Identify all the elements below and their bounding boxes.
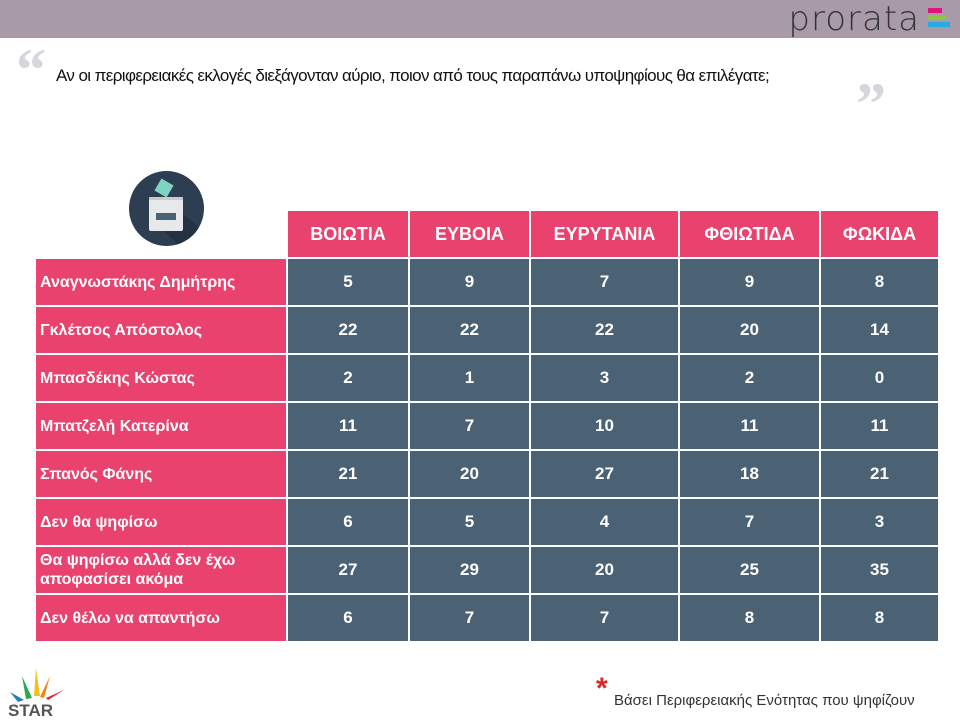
column-header: ΕΥΒΟΙΑ <box>410 211 529 257</box>
table-cell: 2 <box>288 355 408 401</box>
table-cell: 0 <box>821 355 938 401</box>
table-cell: 8 <box>821 595 938 641</box>
row-label: Γκλέτσος Απόστολος <box>36 307 286 353</box>
column-header: ΕΥΡΥΤΑΝΙΑ <box>531 211 678 257</box>
row-label: Αναγνωστάκης Δημήτρης <box>36 259 286 305</box>
table-cell: 7 <box>410 595 529 641</box>
table-cell: 3 <box>821 499 938 545</box>
table-cell: 27 <box>531 451 678 497</box>
table-row: Δεν θα ψηφίσω 6 5 4 7 3 <box>36 499 938 545</box>
table-cell: 25 <box>680 547 819 593</box>
svg-text:STAR: STAR <box>8 701 53 720</box>
column-header: ΦΘΙΩΤΙΔΑ <box>680 211 819 257</box>
table-cell: 7 <box>410 403 529 449</box>
table-cell: 6 <box>288 499 408 545</box>
table-row: Θα ψηφίσω αλλά δεν έχω αποφασίσει ακόμα 2… <box>36 547 938 593</box>
table-cell: 2 <box>680 355 819 401</box>
table-cell: 7 <box>531 595 678 641</box>
table-cell: 20 <box>410 451 529 497</box>
star-logo: STAR <box>4 666 70 722</box>
table-row: Αναγνωστάκης Δημήτρης 5 9 7 9 8 <box>36 259 938 305</box>
table-cell: 6 <box>288 595 408 641</box>
close-quote-icon: ” <box>856 71 886 137</box>
row-label: Θα ψηφίσω αλλά δεν έχω αποφασίσει ακόμα <box>36 547 286 593</box>
footnote: Βάσει Περιφερειακής Ενότητας που ψηφίζου… <box>614 692 915 709</box>
table-cell: 9 <box>410 259 529 305</box>
table-row: Μπατζελή Κατερίνα 11 7 10 11 11 <box>36 403 938 449</box>
table-cell: 1 <box>410 355 529 401</box>
table-cell: 20 <box>531 547 678 593</box>
row-label: Δεν θα ψηφίσω <box>36 499 286 545</box>
table-cell: 21 <box>821 451 938 497</box>
table-cell: 3 <box>531 355 678 401</box>
column-header: ΦΩΚΙΔΑ <box>821 211 938 257</box>
table-row: Σπανός Φάνης 21 20 27 18 21 <box>36 451 938 497</box>
prorata-bars-icon <box>928 8 950 29</box>
table-cell: 14 <box>821 307 938 353</box>
row-label: Μπατζελή Κατερίνα <box>36 403 286 449</box>
table-cell: 5 <box>288 259 408 305</box>
row-label: Δεν θέλω να απαντήσω <box>36 595 286 641</box>
table-cell: 20 <box>680 307 819 353</box>
table-cell: 11 <box>288 403 408 449</box>
open-quote-icon: “ <box>16 37 46 103</box>
table-cell: 4 <box>531 499 678 545</box>
table-row: Δεν θέλω να απαντήσω 6 7 7 8 8 <box>36 595 938 641</box>
table-cell: 9 <box>680 259 819 305</box>
table-cell: 35 <box>821 547 938 593</box>
question-text: Αν οι περιφερειακές εκλογές διεξάγονταν … <box>56 66 770 85</box>
row-label: Σπανός Φάνης <box>36 451 286 497</box>
table-cell: 7 <box>680 499 819 545</box>
table-cell: 7 <box>531 259 678 305</box>
top-bar: prorata <box>0 0 960 38</box>
table-row: Μπασδέκης Κώστας 2 1 3 2 0 <box>36 355 938 401</box>
table-cell: 11 <box>821 403 938 449</box>
table-cell: 27 <box>288 547 408 593</box>
table-cell: 5 <box>410 499 529 545</box>
table-header-row: ΒΟΙΩΤΙΑ ΕΥΒΟΙΑ ΕΥΡΥΤΑΝΙΑ ΦΘΙΩΤΙΔΑ ΦΩΚΙΔΑ <box>36 211 938 257</box>
table-cell: 10 <box>531 403 678 449</box>
table-cell: 21 <box>288 451 408 497</box>
table-cell: 22 <box>288 307 408 353</box>
prorata-logo: prorata <box>788 0 920 39</box>
table-row: Γκλέτσος Απόστολος 22 22 22 20 14 <box>36 307 938 353</box>
results-table: ΒΟΙΩΤΙΑ ΕΥΒΟΙΑ ΕΥΡΥΤΑΝΙΑ ΦΘΙΩΤΙΔΑ ΦΩΚΙΔΑ… <box>34 209 940 643</box>
table-cell: 18 <box>680 451 819 497</box>
table-cell: 8 <box>680 595 819 641</box>
column-header: ΒΟΙΩΤΙΑ <box>288 211 408 257</box>
table-cell: 8 <box>821 259 938 305</box>
row-label: Μπασδέκης Κώστας <box>36 355 286 401</box>
table-cell: 29 <box>410 547 529 593</box>
table-cell: 22 <box>410 307 529 353</box>
table-cell: 22 <box>531 307 678 353</box>
asterisk-mark: * <box>596 672 608 705</box>
table-cell: 11 <box>680 403 819 449</box>
ballot-box-icon <box>129 171 204 246</box>
